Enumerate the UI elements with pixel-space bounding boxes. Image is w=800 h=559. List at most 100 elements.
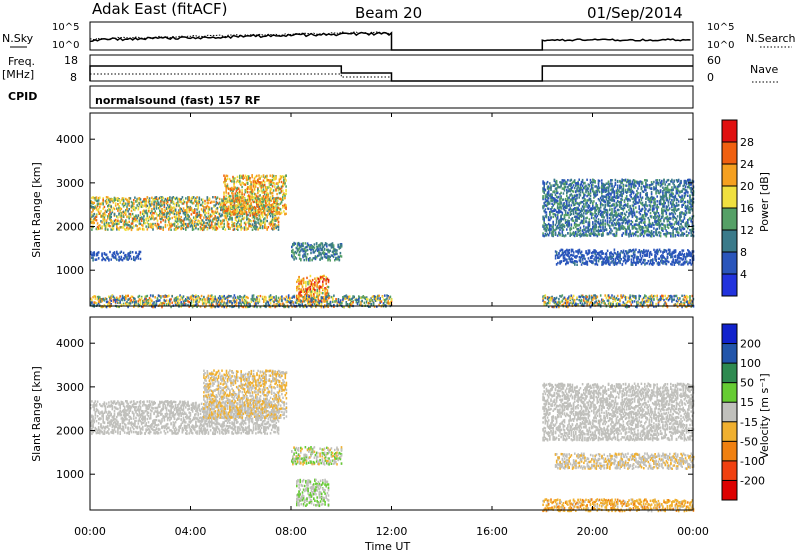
echo-pixel	[571, 179, 573, 181]
echo-pixel	[651, 193, 653, 195]
echo-pixel	[283, 210, 285, 212]
echo-pixel	[548, 197, 550, 199]
echo-pixel	[662, 187, 664, 189]
echo-pixel	[651, 226, 653, 228]
echo-pixel	[263, 188, 265, 190]
echo-pixel	[568, 224, 570, 226]
beam-title: Beam 20	[355, 4, 422, 22]
echo-pixel	[106, 219, 108, 221]
echo-pixel	[123, 215, 125, 217]
echo-pixel	[147, 228, 149, 230]
echo-pixel	[199, 211, 201, 213]
echo-pixel	[567, 179, 569, 181]
echo-pixel	[560, 216, 562, 218]
echo-pixel	[642, 196, 644, 198]
echo-pixel	[255, 222, 257, 224]
echo-pixel	[558, 196, 560, 198]
echo-pixel	[211, 215, 213, 217]
echo-pixel	[266, 220, 268, 222]
echo-pixel	[228, 223, 230, 225]
echo-pixel	[208, 211, 210, 213]
echo-pixel	[658, 206, 660, 208]
echo-pixel	[227, 215, 229, 217]
echo-pixel	[560, 207, 562, 209]
echo-pixel	[663, 179, 665, 181]
echo-pixel	[237, 208, 239, 210]
echo-pixel	[256, 226, 258, 228]
echo-pixel	[153, 203, 155, 205]
echo-pixel	[611, 212, 613, 214]
echo-pixel	[656, 195, 658, 197]
echo-pixel	[98, 257, 100, 259]
echo-pixel	[583, 212, 585, 214]
echo-pixel	[149, 200, 151, 202]
echo-pixel	[659, 222, 661, 224]
echo-pixel	[101, 226, 103, 228]
echo-pixel	[557, 192, 559, 194]
echo-pixel	[109, 209, 111, 211]
echo-pixel	[329, 259, 331, 261]
echo-pixel	[265, 205, 267, 207]
echo-pixel	[285, 175, 287, 177]
echo-pixel	[630, 193, 632, 195]
echo-pixel	[140, 251, 142, 253]
echo-pixel	[598, 213, 600, 215]
echo-pixel	[244, 217, 246, 219]
echo-pixel	[590, 190, 592, 192]
echo-pixel	[174, 213, 176, 215]
echo-pixel	[325, 282, 327, 284]
echo-pixel	[195, 227, 197, 229]
echo-pixel	[604, 222, 606, 224]
echo-pixel	[102, 203, 104, 205]
echo-pixel	[322, 288, 324, 290]
echo-pixel	[586, 217, 588, 219]
echo-pixel	[116, 258, 118, 260]
echo-pixel	[615, 184, 617, 186]
echo-pixel	[149, 216, 151, 218]
echo-pixel	[167, 224, 169, 226]
echo-pixel	[636, 228, 638, 230]
echo-pixel	[296, 257, 298, 259]
freq-right-tick-top: 60	[707, 54, 721, 67]
echo-pixel	[194, 212, 196, 214]
echo-pixel	[154, 210, 156, 212]
echo-pixel	[112, 209, 114, 211]
echo-pixel	[653, 227, 655, 229]
echo-pixel	[240, 222, 242, 224]
echo-pixel	[580, 227, 582, 229]
echo-pixel	[136, 225, 138, 227]
echo-pixel	[123, 252, 125, 254]
echo-pixel	[149, 197, 151, 199]
echo-pixel	[653, 208, 655, 210]
echo-pixel	[236, 211, 238, 213]
echo-pixel	[247, 191, 249, 193]
echo-pixel	[174, 223, 176, 225]
echo-pixel	[261, 207, 263, 209]
echo-pixel	[614, 199, 616, 201]
echo-pixel	[109, 225, 111, 227]
echo-pixel	[650, 206, 652, 208]
station-title: Adak East (fitACF)	[92, 0, 227, 18]
echo-pixel	[117, 253, 119, 255]
echo-pixel	[552, 234, 554, 236]
echo-pixel	[237, 213, 239, 215]
echo-pixel	[565, 186, 567, 188]
echo-pixel	[571, 223, 573, 225]
echo-pixel	[560, 201, 562, 203]
echo-pixel	[645, 189, 647, 191]
noise-trace-sky	[90, 33, 691, 51]
echo-pixel	[232, 197, 234, 199]
echo-pixel	[256, 175, 258, 177]
echo-pixel	[97, 254, 99, 256]
echo-pixel	[152, 215, 154, 217]
echo-pixel	[180, 216, 182, 218]
echo-pixel	[589, 185, 591, 187]
echo-pixel	[329, 250, 331, 252]
echo-pixel	[563, 198, 565, 200]
echo-pixel	[638, 205, 640, 207]
echo-pixel	[225, 190, 227, 192]
echo-pixel	[285, 185, 287, 187]
echo-pixel	[151, 203, 153, 205]
echo-pixel	[267, 195, 269, 197]
echo-pixel	[583, 220, 585, 222]
